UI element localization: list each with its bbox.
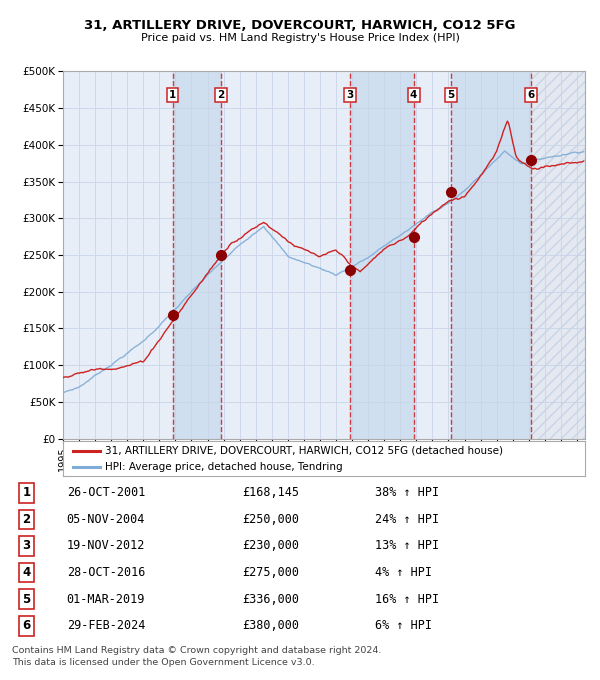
Text: This data is licensed under the Open Government Licence v3.0.: This data is licensed under the Open Gov… [12,658,314,666]
Text: 2: 2 [22,513,31,526]
Text: 6: 6 [528,90,535,100]
Text: 4: 4 [22,566,31,579]
Text: 31, ARTILLERY DRIVE, DOVERCOURT, HARWICH, CO12 5FG (detached house): 31, ARTILLERY DRIVE, DOVERCOURT, HARWICH… [105,445,503,456]
Text: 6% ↑ HPI: 6% ↑ HPI [375,619,432,632]
Text: 2: 2 [218,90,225,100]
Text: 1: 1 [169,90,176,100]
Text: £230,000: £230,000 [242,539,299,552]
Bar [451,71,532,439]
Text: £380,000: £380,000 [242,619,299,632]
Bar [173,71,221,439]
Text: 4% ↑ HPI: 4% ↑ HPI [375,566,432,579]
Text: £336,000: £336,000 [242,593,299,606]
Text: 31, ARTILLERY DRIVE, DOVERCOURT, HARWICH, CO12 5FG: 31, ARTILLERY DRIVE, DOVERCOURT, HARWICH… [84,19,516,32]
Text: £275,000: £275,000 [242,566,299,579]
Text: 24% ↑ HPI: 24% ↑ HPI [375,513,439,526]
Text: 38% ↑ HPI: 38% ↑ HPI [375,486,439,499]
Text: 4: 4 [410,90,418,100]
Text: 3: 3 [22,539,31,552]
Text: Contains HM Land Registry data © Crown copyright and database right 2024.: Contains HM Land Registry data © Crown c… [12,646,382,655]
Text: 01-MAR-2019: 01-MAR-2019 [67,593,145,606]
Text: £168,145: £168,145 [242,486,299,499]
Text: 5: 5 [448,90,455,100]
Text: 3: 3 [347,90,354,100]
Text: 05-NOV-2004: 05-NOV-2004 [67,513,145,526]
Text: 13% ↑ HPI: 13% ↑ HPI [375,539,439,552]
Text: 19-NOV-2012: 19-NOV-2012 [67,539,145,552]
Bar [350,71,413,439]
Text: 26-OCT-2001: 26-OCT-2001 [67,486,145,499]
Bar [532,71,585,439]
Text: 16% ↑ HPI: 16% ↑ HPI [375,593,439,606]
Text: 1: 1 [22,486,31,499]
Text: 6: 6 [22,619,31,632]
Text: £250,000: £250,000 [242,513,299,526]
Text: 29-FEB-2024: 29-FEB-2024 [67,619,145,632]
Text: 28-OCT-2016: 28-OCT-2016 [67,566,145,579]
Text: 5: 5 [22,593,31,606]
Text: Price paid vs. HM Land Registry's House Price Index (HPI): Price paid vs. HM Land Registry's House … [140,33,460,43]
Text: HPI: Average price, detached house, Tendring: HPI: Average price, detached house, Tend… [105,462,343,472]
